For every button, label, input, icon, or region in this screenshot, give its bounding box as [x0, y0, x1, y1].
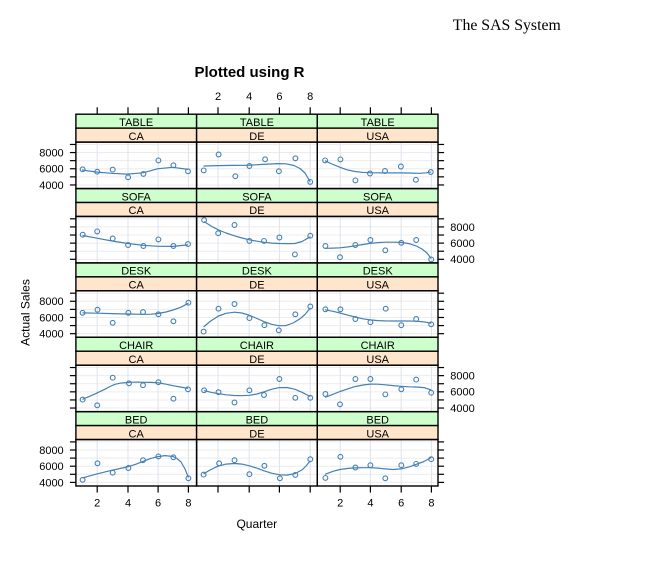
svg-text:TABLE: TABLE	[119, 117, 153, 129]
svg-text:CHAIR: CHAIR	[361, 340, 395, 352]
svg-text:USA: USA	[366, 428, 389, 440]
svg-text:SOFA: SOFA	[242, 191, 272, 203]
svg-text:USA: USA	[366, 280, 389, 292]
svg-text:Plotted using R: Plotted using R	[195, 64, 305, 81]
svg-text:CA: CA	[129, 428, 145, 440]
svg-text:SOFA: SOFA	[363, 191, 393, 203]
svg-text:DE: DE	[249, 280, 264, 292]
svg-text:DESK: DESK	[242, 266, 273, 278]
svg-text:BED: BED	[246, 414, 269, 426]
svg-text:4: 4	[367, 497, 373, 509]
svg-text:CA: CA	[129, 205, 145, 217]
svg-text:6000: 6000	[450, 387, 474, 399]
svg-text:4000: 4000	[39, 329, 63, 341]
svg-text:6: 6	[276, 91, 282, 103]
svg-text:The SAS System: The SAS System	[453, 17, 562, 34]
svg-text:8000: 8000	[450, 371, 474, 383]
svg-text:8: 8	[307, 91, 313, 103]
svg-text:8000: 8000	[39, 445, 63, 457]
svg-text:DESK: DESK	[363, 266, 394, 278]
svg-text:4000: 4000	[39, 477, 63, 489]
svg-text:6: 6	[398, 497, 404, 509]
svg-text:CA: CA	[129, 131, 145, 143]
svg-text:8000: 8000	[450, 222, 474, 234]
svg-text:6000: 6000	[39, 164, 63, 176]
svg-text:2: 2	[94, 497, 100, 509]
svg-text:4000: 4000	[450, 254, 474, 266]
svg-text:BED: BED	[366, 414, 389, 426]
svg-text:6: 6	[155, 497, 161, 509]
svg-text:TABLE: TABLE	[361, 117, 395, 129]
svg-text:8: 8	[185, 497, 191, 509]
svg-text:6000: 6000	[450, 238, 474, 250]
svg-text:DE: DE	[249, 131, 264, 143]
svg-text:SOFA: SOFA	[122, 191, 152, 203]
svg-text:USA: USA	[366, 131, 389, 143]
svg-text:TABLE: TABLE	[240, 117, 274, 129]
svg-text:2: 2	[337, 497, 343, 509]
svg-text:DE: DE	[249, 354, 264, 366]
svg-text:USA: USA	[366, 205, 389, 217]
svg-text:4: 4	[246, 91, 252, 103]
svg-text:4000: 4000	[450, 403, 474, 415]
svg-text:CHAIR: CHAIR	[240, 340, 274, 352]
svg-text:CHAIR: CHAIR	[119, 340, 153, 352]
svg-text:6000: 6000	[39, 312, 63, 324]
svg-text:DE: DE	[249, 205, 264, 217]
svg-text:2: 2	[215, 91, 221, 103]
svg-text:4: 4	[125, 497, 131, 509]
svg-text:8000: 8000	[39, 148, 63, 160]
svg-text:DESK: DESK	[121, 266, 152, 278]
svg-text:Actual Sales: Actual Sales	[19, 279, 33, 346]
svg-text:USA: USA	[366, 354, 389, 366]
svg-text:CA: CA	[129, 280, 145, 292]
svg-text:6000: 6000	[39, 461, 63, 473]
svg-text:4000: 4000	[39, 180, 63, 192]
svg-text:DE: DE	[249, 428, 264, 440]
svg-text:Quarter: Quarter	[236, 517, 277, 531]
svg-text:CA: CA	[129, 354, 145, 366]
svg-text:BED: BED	[125, 414, 148, 426]
svg-text:8000: 8000	[39, 296, 63, 308]
svg-text:8: 8	[428, 497, 434, 509]
